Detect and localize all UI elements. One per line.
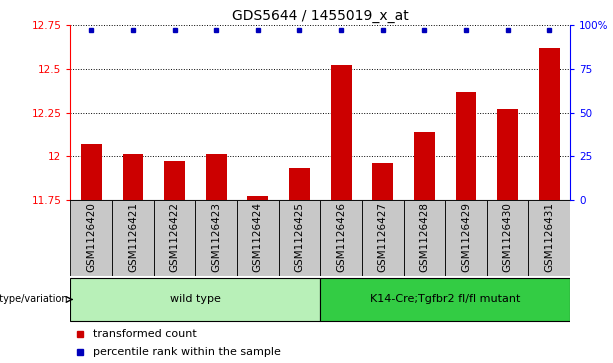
Bar — [321, 278, 570, 321]
Bar — [237, 200, 279, 276]
Text: K14-Cre;Tgfbr2 fl/fl mutant: K14-Cre;Tgfbr2 fl/fl mutant — [370, 294, 520, 305]
Text: wild type: wild type — [170, 294, 221, 305]
Bar — [123, 154, 143, 200]
Bar — [321, 200, 362, 276]
Bar — [362, 200, 403, 276]
Text: percentile rank within the sample: percentile rank within the sample — [93, 347, 281, 357]
Bar — [112, 200, 154, 276]
Bar — [154, 200, 196, 276]
Text: GSM1126426: GSM1126426 — [336, 202, 346, 272]
Text: GSM1126420: GSM1126420 — [86, 202, 96, 272]
Text: GSM1126429: GSM1126429 — [461, 202, 471, 272]
Bar — [81, 144, 102, 200]
Bar — [403, 200, 445, 276]
Title: GDS5644 / 1455019_x_at: GDS5644 / 1455019_x_at — [232, 9, 409, 23]
Bar — [289, 168, 310, 200]
Text: GSM1126421: GSM1126421 — [128, 202, 138, 272]
Bar — [414, 132, 435, 200]
Text: GSM1126425: GSM1126425 — [294, 202, 305, 272]
Bar — [330, 65, 351, 200]
Bar — [455, 91, 476, 200]
Text: GSM1126423: GSM1126423 — [211, 202, 221, 272]
Bar — [528, 200, 570, 276]
Bar — [164, 161, 185, 200]
Text: genotype/variation: genotype/variation — [0, 294, 69, 305]
Bar — [487, 200, 528, 276]
Bar — [70, 278, 321, 321]
Text: GSM1126422: GSM1126422 — [170, 202, 180, 272]
Bar — [206, 154, 227, 200]
Bar — [279, 200, 321, 276]
Text: GSM1126428: GSM1126428 — [419, 202, 429, 272]
Bar — [70, 200, 112, 276]
Bar — [372, 163, 393, 200]
Text: transformed count: transformed count — [93, 329, 197, 339]
Text: GSM1126427: GSM1126427 — [378, 202, 388, 272]
Text: GSM1126431: GSM1126431 — [544, 202, 554, 272]
Text: GSM1126424: GSM1126424 — [253, 202, 263, 272]
Bar — [445, 200, 487, 276]
Bar — [248, 196, 268, 200]
Bar — [539, 48, 560, 200]
Bar — [497, 109, 518, 200]
Bar — [196, 200, 237, 276]
Text: GSM1126430: GSM1126430 — [503, 202, 512, 272]
